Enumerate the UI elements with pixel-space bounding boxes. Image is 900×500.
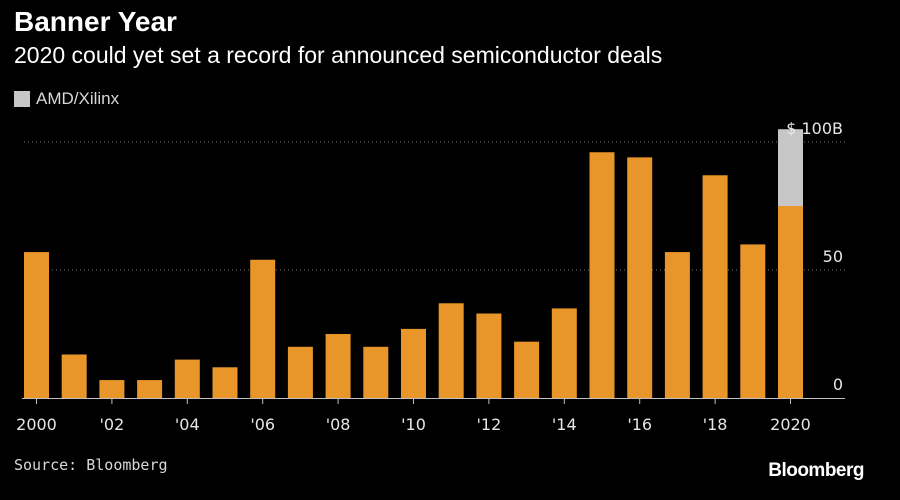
legend-label: AMD/Xilinx <box>36 89 120 108</box>
bar <box>24 252 49 398</box>
x-tick-label: '12 <box>477 415 502 434</box>
bar <box>778 206 803 398</box>
chart-subtitle: 2020 could yet set a record for announce… <box>14 42 663 68</box>
x-tick-label: '02 <box>100 415 125 434</box>
bar-segment-amd-xilinx <box>778 129 803 206</box>
x-tick-label: '08 <box>326 415 351 434</box>
bar <box>287 346 313 398</box>
legend-swatch <box>14 91 30 107</box>
bars <box>24 129 803 398</box>
chart-title: Banner Year <box>14 6 177 37</box>
bar <box>551 308 577 398</box>
bar <box>137 380 163 398</box>
y-tick-label: $ 100B <box>786 119 843 138</box>
bar <box>325 334 351 398</box>
bar <box>664 252 690 398</box>
bar <box>476 313 502 398</box>
bar <box>174 359 200 398</box>
bar <box>514 341 540 398</box>
y-tick-label: 0 <box>833 375 843 394</box>
bar <box>438 303 464 398</box>
legend: AMD/Xilinx <box>14 89 119 109</box>
bar <box>99 380 125 398</box>
bar <box>61 354 87 398</box>
y-tick-label: 50 <box>823 247 843 266</box>
bar <box>212 367 238 398</box>
bar <box>627 157 653 398</box>
x-tick-label: 2000 <box>16 415 57 434</box>
x-tick-label: '14 <box>552 415 577 434</box>
bar <box>740 244 766 398</box>
x-tick-label: 2020 <box>770 415 811 434</box>
x-tick-label: '16 <box>627 415 652 434</box>
x-tick-label: '18 <box>703 415 728 434</box>
bar <box>702 175 728 398</box>
bar <box>363 346 389 398</box>
x-tick-label: '06 <box>250 415 275 434</box>
bar <box>250 259 276 398</box>
axes: 0 50 $ 100B 2000 '02 '04 '06 '08 '10 '12 '14 '16 '18… <box>16 119 845 434</box>
x-tick-label: '10 <box>401 415 426 434</box>
bloomberg-logo: Bloomberg <box>768 460 864 481</box>
bar <box>401 328 426 398</box>
bar <box>589 152 615 398</box>
source-note: Source: Bloomberg <box>14 456 168 474</box>
x-tick-label: '04 <box>175 415 200 434</box>
